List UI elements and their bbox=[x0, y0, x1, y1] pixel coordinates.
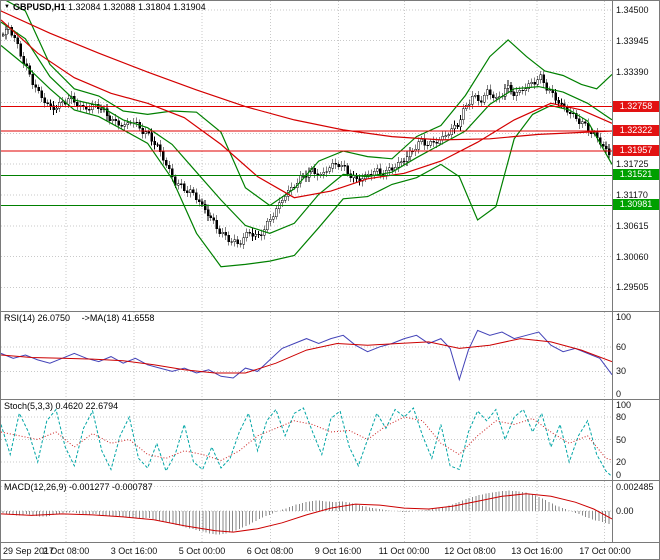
axis-label: 80 bbox=[616, 412, 627, 422]
price-level-badge: 1.31521 bbox=[613, 169, 659, 180]
price-level-badge: 1.32758 bbox=[613, 101, 659, 112]
axis-label: 0 bbox=[616, 470, 622, 480]
axis-label: 1.31725 bbox=[616, 159, 649, 169]
macd-signal-line bbox=[1, 493, 612, 533]
price-chart-canvas[interactable] bbox=[1, 1, 612, 310]
price-axis[interactable]: 1.34500 1.33945 1.33390 1.31725 1.31170 1.306… bbox=[612, 1, 659, 311]
time-axis-label: 6 Oct 08:00 bbox=[246, 546, 294, 556]
time-axis-label: 29 Sep 2017 bbox=[3, 546, 55, 556]
price-level-badge: 1.32322 bbox=[613, 125, 659, 136]
time-axis-label: 12 Oct 08:00 bbox=[444, 546, 496, 556]
macd-histogram bbox=[2, 490, 610, 535]
rsi-panel: RSI(14) 26.0750 ->MA(18) 41.6558 100 60 30… bbox=[1, 311, 659, 399]
grid-lines bbox=[1, 312, 612, 399]
axis-label: 0.00 bbox=[616, 506, 634, 516]
stoch-axis[interactable]: 100 80 50 20 0 bbox=[612, 400, 659, 480]
time-axis-label: 5 Oct 00:00 bbox=[178, 546, 226, 556]
price-level-badge: 1.30981 bbox=[613, 199, 659, 210]
macd-canvas[interactable] bbox=[1, 481, 612, 542]
stoch-canvas[interactable] bbox=[1, 400, 612, 480]
axis-label: 20 bbox=[616, 457, 627, 467]
rsi-axis[interactable]: 100 60 30 0 bbox=[612, 312, 659, 399]
time-axis-label: 11 Oct 00:00 bbox=[378, 546, 430, 556]
macd-label: MACD(12,26,9) -0.001277 -0.000787 bbox=[4, 482, 153, 492]
axis-label: 1.30615 bbox=[616, 221, 649, 231]
time-axis-label: 9 Oct 16:00 bbox=[314, 546, 362, 556]
stoch-label: Stoch(5,3,3) 0.4620 22.6794 bbox=[4, 401, 119, 411]
axis-label: 1.30060 bbox=[616, 252, 649, 262]
rsi-label: RSI(14) 26.0750 bbox=[4, 313, 71, 323]
bollinger-lower bbox=[1, 45, 612, 268]
stoch-panel: Stoch(5,3,3) 0.4620 22.6794 100 80 50 20 0 bbox=[1, 399, 659, 480]
macd-axis[interactable]: 0.002485 0.00 bbox=[612, 481, 659, 542]
axis-label: 100 bbox=[616, 400, 632, 410]
ma-fast bbox=[1, 19, 612, 199]
axis-label: 100 bbox=[616, 312, 632, 322]
axis-label: 1.31170 bbox=[616, 190, 648, 200]
price-level-badge: 1.31957 bbox=[613, 145, 659, 156]
bollinger-upper bbox=[5, 1, 612, 207]
grid-lines bbox=[1, 400, 612, 480]
macd-panel: MACD(12,26,9) -0.001277 -0.000787 0.0024… bbox=[1, 480, 659, 542]
axis-label: 1.34500 bbox=[616, 5, 649, 15]
main-price-panel: ▼ GBPUSD,H1 1.32084 1.32088 1.31804 1.319… bbox=[1, 1, 659, 311]
axis-label: 1.33390 bbox=[616, 67, 649, 77]
ohlc-values: 1.32084 1.32088 1.31804 1.31904 bbox=[67, 2, 206, 12]
time-axis-label: 13 Oct 16:00 bbox=[511, 546, 563, 556]
rsi-ma-label: ->MA(18) 41.6558 bbox=[81, 313, 155, 323]
stoch-d-line bbox=[1, 416, 612, 462]
stoch-k-line bbox=[1, 407, 612, 477]
symbol-timeframe: GBPUSD,H1 bbox=[12, 2, 66, 12]
rsi-canvas[interactable] bbox=[1, 312, 612, 399]
axis-label: 50 bbox=[616, 435, 627, 445]
rsi-line bbox=[1, 329, 612, 382]
axis-label: 0.002485 bbox=[616, 482, 654, 492]
horizontal-levels bbox=[1, 106, 612, 206]
axis-label: 1.33945 bbox=[616, 36, 649, 46]
time-axis[interactable]: 29 Sep 2017 2 Oct 08:00 3 Oct 16:00 5 Oct 0… bbox=[1, 542, 659, 559]
axis-label: 0 bbox=[616, 389, 622, 399]
rsi-header: RSI(14) 26.0750 ->MA(18) 41.6558 bbox=[4, 313, 154, 324]
bollinger-middle bbox=[1, 21, 612, 234]
time-axis-label: 3 Oct 16:00 bbox=[110, 546, 158, 556]
stoch-header: Stoch(5,3,3) 0.4620 22.6794 bbox=[4, 401, 118, 412]
macd-header: MACD(12,26,9) -0.001277 -0.000787 bbox=[4, 482, 153, 493]
axis-label: 30 bbox=[616, 366, 627, 376]
chart-menu-icon[interactable]: ▼ bbox=[4, 4, 10, 10]
ma-slow bbox=[1, 10, 612, 141]
grid-lines bbox=[1, 1, 612, 310]
chart-header: ▼ GBPUSD,H1 1.32084 1.32088 1.31804 1.319… bbox=[4, 2, 206, 13]
time-axis-label: 2 Oct 08:00 bbox=[42, 546, 90, 556]
rsi-signal-line bbox=[1, 338, 612, 374]
axis-label: 1.29505 bbox=[616, 282, 649, 292]
axis-label: 60 bbox=[616, 342, 627, 352]
time-axis-label: 17 Oct 00:00 bbox=[579, 546, 631, 556]
